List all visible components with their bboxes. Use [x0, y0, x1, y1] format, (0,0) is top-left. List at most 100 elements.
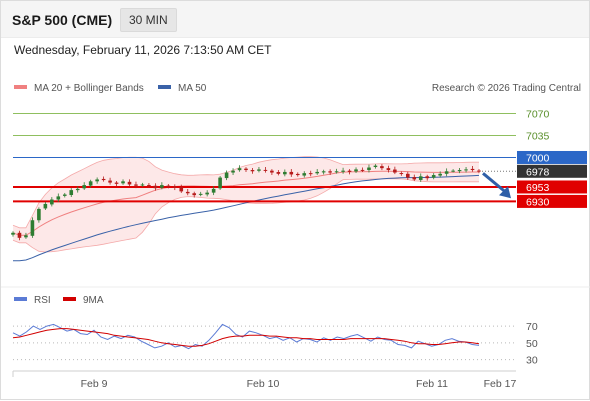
- candle-body: [134, 184, 138, 186]
- osc-tick-30: 30: [526, 355, 538, 367]
- candle-body: [315, 171, 319, 174]
- candle-body: [30, 220, 35, 236]
- bollinger-upper-line: [12, 156, 479, 229]
- candle-body: [237, 168, 242, 171]
- candle-body: [431, 175, 436, 178]
- candle-body: [50, 199, 54, 205]
- candle-body: [425, 176, 430, 179]
- candle-body: [321, 171, 326, 173]
- candle-body: [399, 173, 404, 175]
- legend-swatch-1: [158, 85, 171, 89]
- candle-body: [218, 177, 222, 189]
- forecast-arrow-shaft: [482, 172, 508, 195]
- candle-body: [386, 168, 391, 171]
- candle-body: [231, 170, 235, 173]
- candle-body: [393, 169, 397, 173]
- candle-body: [88, 181, 93, 186]
- support-tag-6953: [517, 180, 587, 194]
- candle-body: [11, 232, 15, 235]
- candle-body: [360, 169, 365, 171]
- candle-body: [302, 173, 307, 176]
- candle-body: [270, 170, 274, 173]
- x-tick-label-0: Feb 9: [81, 378, 108, 390]
- candle-body: [127, 181, 132, 185]
- candle-body: [114, 182, 119, 184]
- candle-body: [470, 168, 475, 171]
- legend-label-1: MA 50: [178, 83, 207, 94]
- ma50-line: [13, 174, 480, 262]
- ma20-line: [12, 170, 479, 236]
- x-tick-label-1: Feb 10: [247, 378, 280, 390]
- candle-body: [444, 171, 449, 174]
- candle-body: [367, 167, 371, 171]
- credit-label: Research © 2026 Trading Central: [432, 83, 581, 94]
- candle-body: [37, 208, 41, 221]
- resistance-label-7070: 7070: [526, 109, 550, 121]
- candle-body: [69, 190, 74, 196]
- candle-body: [412, 177, 417, 180]
- timeframe-button[interactable]: 30 MIN: [120, 8, 177, 32]
- candle-body: [250, 170, 255, 172]
- chart-datetime: Wednesday, February 11, 2026 7:13:50 AM …: [14, 43, 272, 57]
- candle-body: [153, 185, 158, 189]
- candle-body: [205, 192, 209, 195]
- osc-legend-swatch-0: [14, 297, 27, 301]
- x-tick-label-2: Feb 11: [416, 378, 448, 390]
- candle-body: [244, 168, 248, 171]
- candle-body: [477, 170, 481, 172]
- candle-body: [406, 173, 410, 178]
- candle-body: [179, 187, 184, 192]
- candle-body: [373, 165, 378, 168]
- symbol-title: S&P 500 (CME): [12, 12, 113, 28]
- candle-body: [308, 173, 313, 175]
- candle-body: [56, 196, 61, 200]
- candle-body: [457, 170, 462, 172]
- legend-swatch-0: [14, 85, 27, 89]
- candle-body: [17, 232, 22, 238]
- pivot-tag: [517, 150, 587, 164]
- candle-body: [121, 181, 125, 184]
- candle-body: [166, 185, 171, 187]
- candle-body: [464, 169, 468, 171]
- support-label-6953: 6953: [526, 182, 550, 194]
- candle-body: [140, 184, 145, 186]
- candle-body: [24, 235, 28, 238]
- last-price-label: 6978: [526, 166, 550, 178]
- candle-body: [334, 171, 339, 173]
- candle-body: [295, 173, 300, 176]
- forecast-arrow-head: [499, 186, 511, 199]
- osc-legend-label-1: 9MA: [83, 295, 104, 306]
- candle-body: [160, 185, 164, 188]
- candle-body: [62, 194, 67, 196]
- candle-body: [211, 188, 216, 193]
- rsi-ma9-line: [12, 328, 480, 347]
- legend-label-0: MA 20 + Bollinger Bands: [34, 83, 144, 94]
- rsi-line: [12, 323, 480, 350]
- candle-body: [147, 184, 151, 186]
- candle-body: [75, 188, 80, 191]
- candle-body: [224, 172, 229, 179]
- resistance-label-7035: 7035: [526, 131, 550, 143]
- candle-body: [95, 179, 99, 182]
- candle-body: [198, 193, 203, 195]
- candle-body: [263, 169, 268, 171]
- support-tag-6930: [517, 194, 587, 208]
- x-tick-label-3: Feb 17: [484, 378, 517, 390]
- candle-body: [43, 203, 48, 209]
- candle-body: [257, 169, 261, 171]
- candle-body: [289, 171, 294, 175]
- osc-tick-70: 70: [526, 321, 538, 333]
- candle-body: [185, 191, 190, 194]
- candle-body: [82, 185, 86, 189]
- osc-tick-50: 50: [526, 338, 538, 350]
- candle-body: [101, 178, 106, 181]
- candle-body: [341, 170, 345, 172]
- last-price-tag: [517, 164, 587, 178]
- candle-body: [347, 170, 352, 172]
- candle-body: [328, 171, 332, 173]
- candle-body: [173, 186, 177, 188]
- pivot-label: 7000: [526, 152, 550, 164]
- candle-body: [438, 173, 442, 176]
- chart-header: S&P 500 (CME) 30 MIN: [1, 1, 589, 38]
